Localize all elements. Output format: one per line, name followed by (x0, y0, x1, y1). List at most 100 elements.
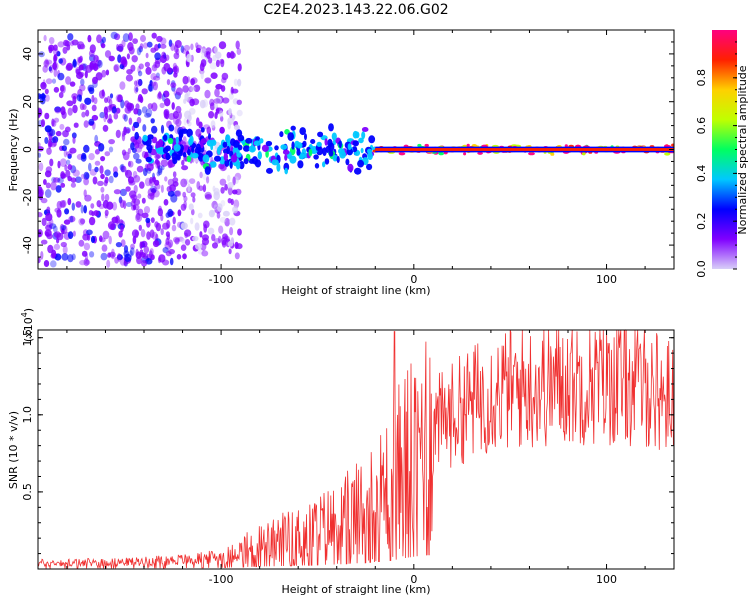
spectral-cell (117, 43, 124, 53)
spectral-cell (80, 218, 86, 225)
spectral-cell (140, 34, 146, 43)
spectral-cell (44, 137, 49, 144)
spectral-cell (191, 146, 195, 153)
spectral-cell (332, 154, 338, 162)
spectral-cell (137, 143, 144, 149)
spectral-cell (133, 80, 138, 86)
spectral-cell (71, 132, 77, 139)
spectral-cell (128, 160, 134, 168)
spectral-cell (224, 184, 229, 191)
spectral-cell (86, 229, 93, 236)
spectral-cell (75, 68, 81, 75)
spectral-cell (142, 252, 149, 260)
spectral-cell (111, 248, 115, 257)
spectral-cell (133, 184, 138, 194)
spectral-cell (208, 57, 213, 64)
spectral-cell (209, 161, 217, 168)
spectral-cell (101, 193, 105, 202)
spectral-cell (300, 152, 305, 160)
spectral-cell (57, 177, 64, 184)
spectral-cell (165, 237, 170, 246)
spectral-cell (45, 182, 51, 189)
spectral-cell (150, 185, 158, 193)
spectral-cell (172, 66, 178, 73)
spectral-cell (59, 123, 65, 130)
spectral-cell (151, 32, 157, 39)
spectral-cell (158, 205, 162, 212)
spectral-cell (119, 63, 125, 70)
spectral-cell (63, 219, 71, 225)
spectral-cell (104, 50, 112, 58)
spectral-cell (88, 87, 95, 95)
spectral-cell (109, 223, 116, 231)
spectral-cell (144, 61, 150, 68)
spectral-cell (167, 208, 174, 218)
spectral-cell (214, 238, 221, 244)
spectral-cell (188, 178, 196, 185)
spectral-cell (117, 253, 122, 262)
spectral-cell (183, 44, 191, 52)
spectral-cell (59, 158, 67, 168)
spectral-cell (154, 60, 161, 68)
spectral-cell (113, 33, 121, 41)
spectral-cell (54, 106, 62, 113)
spectral-cell (144, 112, 152, 118)
spectral-cell (162, 134, 168, 141)
spectral-cell (230, 198, 234, 206)
spectral-cell (190, 43, 194, 51)
spectral-cell (424, 143, 429, 148)
spectral-cell (223, 152, 228, 161)
spectral-cell (210, 72, 218, 79)
spectral-cell (141, 88, 148, 95)
spectral-cell (90, 203, 95, 209)
spectral-cell (115, 215, 120, 224)
spectral-cell (233, 78, 238, 87)
snr-panel: -100 0 100 0.5 1.0 1.5 Height of straight lin… (7, 308, 675, 596)
spectral-cell (158, 91, 162, 99)
spectral-cell (210, 120, 216, 129)
spectral-cell (43, 59, 50, 68)
spectral-cell (55, 185, 62, 193)
spectral-cell (53, 86, 60, 93)
spectral-cell (206, 176, 210, 184)
spectral-cell (345, 158, 350, 166)
spectral-cell (132, 235, 137, 245)
spectral-cell (69, 147, 77, 154)
spectral-cell (316, 141, 322, 147)
spectral-cell (346, 147, 353, 156)
spectral-cell (100, 252, 108, 261)
spectral-cell (51, 118, 55, 127)
spectral-cell (84, 97, 92, 106)
spectral-cell (122, 33, 130, 43)
spectral-cell (79, 259, 87, 266)
spectral-cell (208, 133, 211, 140)
spectral-cell (52, 177, 61, 183)
spectral-cell (99, 111, 105, 119)
spectral-cell (165, 251, 172, 257)
spectral-cell (358, 137, 364, 144)
spectral-cell (106, 259, 111, 268)
spectral-cell (178, 111, 182, 120)
spectral-cell (550, 152, 555, 156)
spectral-cell (157, 43, 161, 49)
spectral-cell (182, 85, 189, 93)
spectral-cell (194, 222, 200, 231)
y-tick-label: 1.0 (21, 406, 34, 424)
spectral-cell (60, 241, 67, 248)
spectral-cell (361, 127, 369, 132)
spectral-cell (59, 85, 65, 92)
spectral-cell (50, 260, 57, 268)
spectral-cell (187, 114, 192, 122)
spectral-cell (271, 159, 279, 166)
spectral-cell (135, 248, 139, 256)
spectral-cell (132, 197, 136, 204)
spectral-cell (220, 186, 225, 194)
spectral-cell (51, 78, 57, 84)
spectral-cell (229, 227, 234, 236)
spectral-cell (173, 143, 181, 152)
spectral-cell (161, 51, 166, 59)
spectral-cell (43, 179, 47, 185)
spectral-cell (328, 123, 334, 132)
spectral-cell (127, 106, 132, 112)
spectral-cell (182, 253, 187, 260)
